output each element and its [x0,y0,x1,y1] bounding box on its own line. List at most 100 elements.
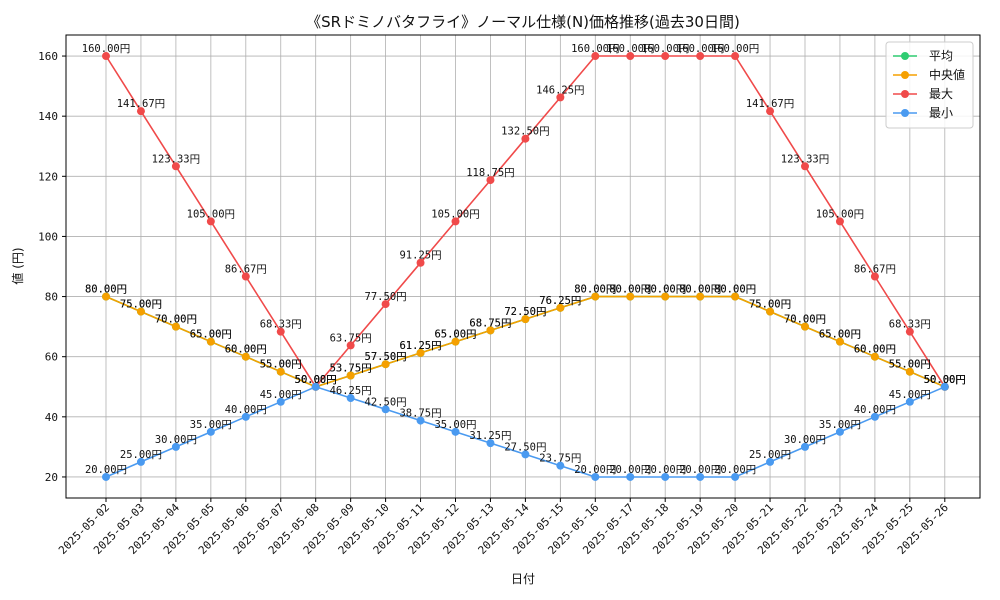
data-point-max [835,217,844,226]
data-point-min [696,472,705,481]
legend-marker-median [901,71,909,79]
y-tick-label: 160 [38,50,58,63]
data-label-average: 65.00円 [819,329,861,341]
data-label-max: 160.00円 [82,43,130,55]
data-point-max [521,134,530,143]
data-point-max [801,162,809,171]
data-label-max: 50.00円 [924,374,966,386]
data-label-average: 80.00円 [85,284,127,296]
data-label-max: 160.00円 [606,43,654,55]
data-point-max [102,52,110,61]
data-label-max: 63.75円 [330,332,372,344]
legend-marker-min [901,109,909,117]
data-label-average: 60.00円 [854,344,896,356]
data-label-median: 65.00円 [434,329,476,341]
data-label-max: 105.00円 [816,208,864,220]
data-point-max [241,272,250,281]
data-label-median: 60.00円 [225,344,267,356]
data-point-min [905,397,914,406]
data-point-median [835,337,844,346]
data-point-max [276,327,285,336]
data-label-max: 141.67円 [746,98,794,110]
y-axis-label: 値 (円) [10,247,25,284]
data-label-min: 31.25円 [469,430,511,442]
data-point-min [311,382,320,391]
data-label-max: 123.33円 [781,153,829,165]
data-label-median: 50.00円 [295,374,337,386]
data-point-max [416,258,425,267]
data-label-max: 68.33円 [260,319,302,331]
data-label-min: 45.00円 [260,389,302,401]
data-label-min: 40.00円 [854,404,896,416]
data-label-median: 68.75円 [469,317,511,329]
data-point-min [626,472,635,481]
data-label-max: 141.67円 [117,98,165,110]
y-tick-label: 40 [45,411,58,424]
data-label-max: 160.00円 [711,43,759,55]
data-label-average: 57.50円 [365,351,407,363]
data-point-max [556,93,565,102]
data-point-min [940,382,949,391]
legend-marker-max [901,90,909,98]
data-point-median [171,322,180,331]
data-label-min: 45.00円 [889,389,931,401]
data-label-average: 65.00円 [190,329,232,341]
data-label-median: 72.50円 [504,306,546,318]
data-label-max: 105.00円 [187,208,235,220]
data-point-max [661,52,670,61]
data-point-max [346,341,355,350]
data-point-median [661,292,670,301]
data-label-max: 50.00円 [295,374,337,386]
data-point-median [521,315,530,324]
data-label-max: 68.33円 [889,319,931,331]
data-label-median: 80.00円 [574,284,616,296]
data-point-min [346,394,355,403]
data-label-median: 60.00円 [854,344,896,356]
data-point-median [206,337,215,346]
data-label-average: 60.00円 [225,344,267,356]
y-tick-label: 60 [45,351,58,364]
data-label-average: 50.00円 [295,374,337,386]
data-point-max [731,52,740,61]
data-label-min: 38.75円 [399,408,441,420]
data-point-median [801,322,809,331]
data-point-median [276,367,285,376]
data-label-min: 27.50円 [504,441,546,453]
data-label-median: 70.00円 [155,314,197,326]
data-label-average: 80.00円 [644,284,686,296]
data-label-median: 80.00円 [609,284,651,296]
data-label-min: 35.00円 [190,419,232,431]
data-point-min [171,442,180,451]
data-point-median [905,367,914,376]
legend-label-average: 平均 [929,49,953,63]
data-label-max: 91.25円 [399,250,441,262]
data-point-median [696,292,705,301]
data-label-max: 123.33円 [152,153,200,165]
data-point-max [626,52,635,61]
data-label-median: 57.50円 [365,351,407,363]
data-point-min [486,439,495,448]
legend-marker-average [901,52,909,60]
data-point-min [206,427,215,436]
data-point-median [731,292,740,301]
data-point-max [486,176,495,185]
data-point-median [241,352,250,361]
data-point-max [591,52,600,61]
data-label-median: 55.00円 [260,359,302,371]
legend-label-min: 最小 [929,106,953,120]
data-label-min: 35.00円 [819,419,861,431]
data-label-median: 80.00円 [679,284,721,296]
legend-label-median: 中央値 [929,67,965,82]
data-point-median [556,303,565,312]
data-point-max [696,52,705,61]
chart-title: 《SRドミノバタフライ》ノーマル仕様(N)価格推移(過去30日間) [306,13,740,31]
plot-frame [65,34,981,499]
data-label-average: 70.00円 [784,314,826,326]
x-axis-label: 日付 [511,572,535,586]
data-point-median [451,337,460,346]
data-label-average: 76.25円 [539,295,581,307]
data-label-max: 77.50円 [365,291,407,303]
data-label-min: 50.00円 [295,374,337,386]
data-label-max: 160.00円 [571,43,619,55]
